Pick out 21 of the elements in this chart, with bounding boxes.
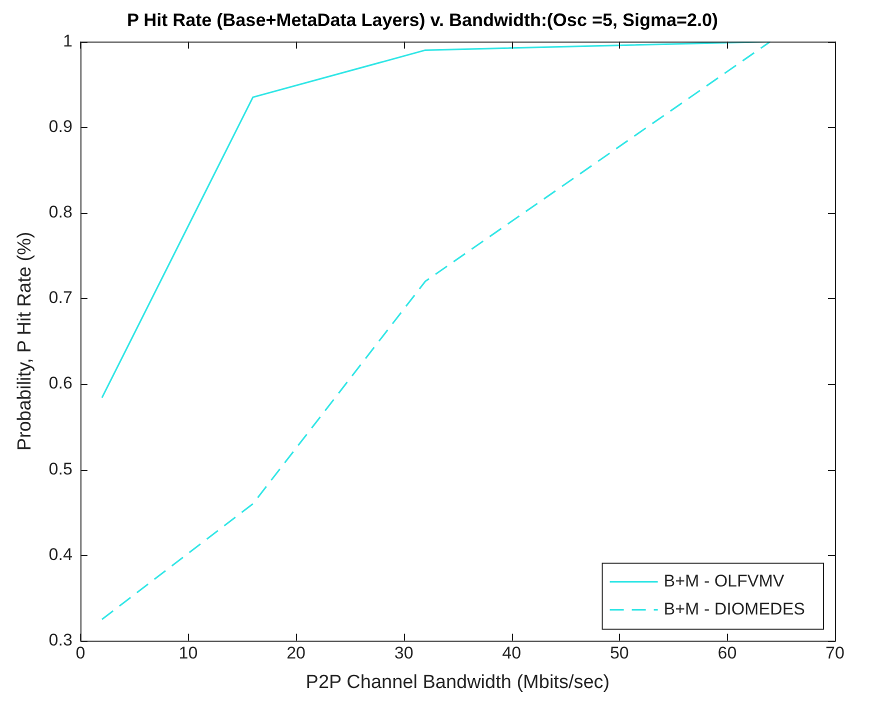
y-tick-label: 0.8 xyxy=(48,202,72,222)
x-tick-label: 70 xyxy=(826,644,844,663)
legend-label: B+M - DIOMEDES xyxy=(664,599,806,618)
legend-label: B+M - OLFVMV xyxy=(664,571,785,590)
y-axis-title: Probability, P Hit Rate (%) xyxy=(14,232,36,451)
y-tick-label: 0.4 xyxy=(48,544,72,564)
y-tick-label: 0.9 xyxy=(48,116,72,136)
y-tick-label: 0.5 xyxy=(48,459,72,478)
y-tick-label: 1 xyxy=(62,31,72,50)
y-tick-label: 0.7 xyxy=(48,288,72,308)
x-tick-label: 40 xyxy=(502,644,522,663)
chart-title: P Hit Rate (Base+MetaData Layers) v. Bandwidth:(Osc =5, Sigma=2.0) xyxy=(126,10,718,30)
y-tick-label: 0.3 xyxy=(48,630,72,650)
x-tick-label: 20 xyxy=(286,644,306,663)
y-tick-label: 0.6 xyxy=(48,374,72,393)
x-tick-label: 60 xyxy=(718,644,737,663)
x-tick-label: 50 xyxy=(610,644,629,663)
x-tick-label: 0 xyxy=(76,644,86,663)
x-axis-title: P2P Channel Bandwidth (Mbits/sec) xyxy=(306,672,610,693)
x-tick-label: 30 xyxy=(394,644,414,663)
x-tick-label: 10 xyxy=(178,644,198,663)
